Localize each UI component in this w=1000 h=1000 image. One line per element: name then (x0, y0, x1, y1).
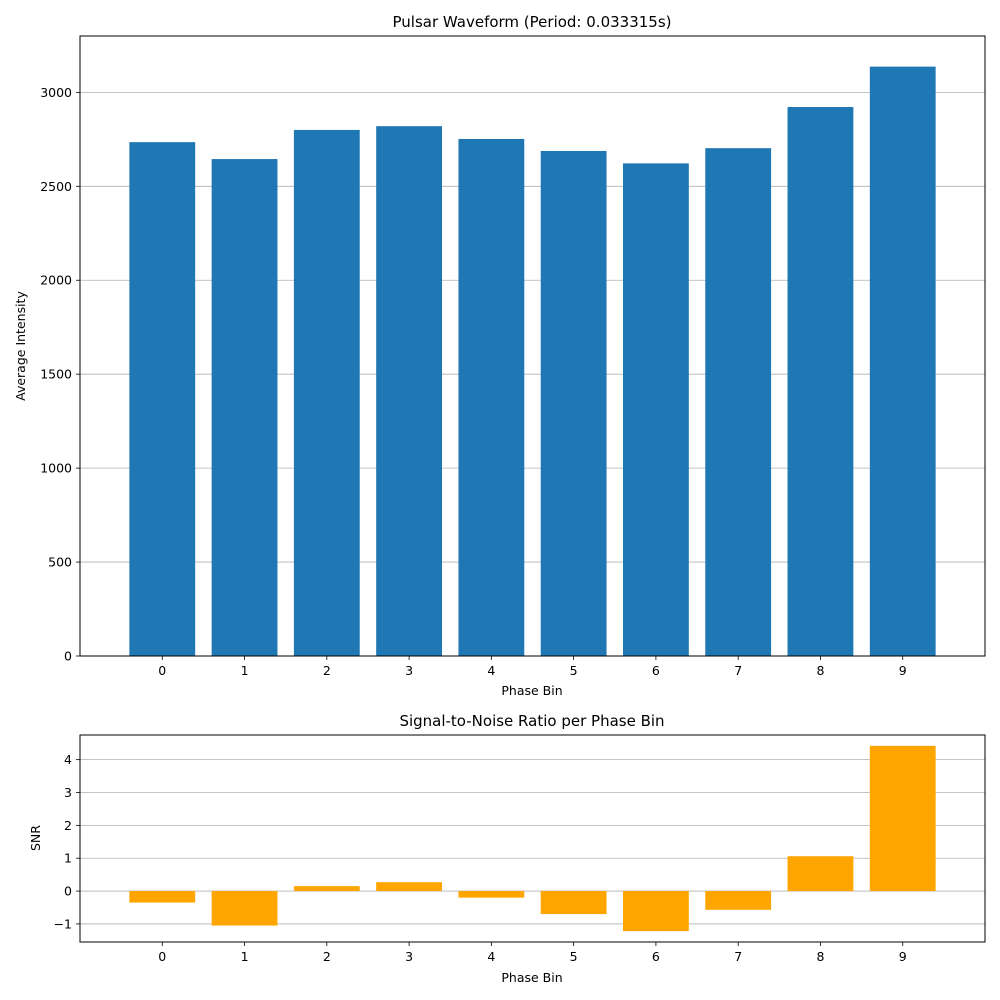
snr-y-tick-label: −1 (54, 916, 72, 931)
snr-y-ticks: −1 0 1 2 3 4 (54, 752, 80, 931)
snr-y-tick-label: 3 (64, 785, 72, 800)
snr-x-tick-label: 3 (405, 949, 413, 964)
snr-x-tick-label: 4 (487, 949, 495, 964)
snr-y-tick-label: 4 (64, 752, 72, 767)
snr-x-tick-label: 9 (899, 949, 907, 964)
intensity-y-tick-label: 1000 (40, 461, 72, 476)
intensity-x-tick-label: 5 (570, 663, 578, 678)
intensity-y-tick-label: 2000 (40, 273, 72, 288)
snr-y-axis-label: SNR (28, 825, 43, 851)
snr-x-tick-label: 2 (323, 949, 331, 964)
snr-bar (540, 891, 607, 915)
snr-x-tick-label: 0 (158, 949, 166, 964)
intensity-x-tick-label: 6 (652, 663, 660, 678)
snr-bar (623, 891, 689, 932)
snr-gridlines (80, 759, 985, 925)
snr-x-ticks: 0 1 2 3 4 5 6 7 8 9 (158, 942, 907, 964)
snr-bar (705, 891, 772, 910)
intensity-bar (869, 66, 936, 656)
snr-x-tick-label: 1 (241, 949, 249, 964)
intensity-x-tick-label: 8 (816, 663, 824, 678)
intensity-x-ticks: 0 1 2 3 4 5 6 7 8 9 (158, 656, 907, 678)
snr-y-tick-label: 2 (64, 818, 72, 833)
snr-bar (293, 886, 360, 892)
intensity-bars (129, 66, 936, 657)
intensity-bar (705, 148, 772, 656)
snr-x-tick-label: 7 (734, 949, 742, 964)
snr-x-tick-label: 8 (816, 949, 824, 964)
snr-bar (787, 856, 854, 892)
snr-x-tick-label: 6 (652, 949, 660, 964)
intensity-plot-frame (79, 35, 986, 657)
intensity-x-tick-label: 0 (158, 663, 166, 678)
snr-bar (376, 882, 442, 892)
intensity-bar (458, 138, 525, 656)
snr-x-tick-label: 5 (570, 949, 578, 964)
intensity-bar (293, 129, 360, 656)
intensity-x-tick-label: 2 (323, 663, 331, 678)
snr-bar (211, 891, 278, 926)
intensity-bar (787, 107, 854, 656)
intensity-bar (540, 150, 607, 656)
intensity-x-tick-label: 9 (899, 663, 907, 678)
intensity-x-tick-label: 7 (734, 663, 742, 678)
snr-chart-title: Signal-to-Noise Ratio per Phase Bin (399, 712, 664, 730)
intensity-x-tick-label: 3 (405, 663, 413, 678)
intensity-y-tick-label: 1500 (40, 367, 72, 382)
intensity-x-axis-label: Phase Bin (501, 683, 562, 698)
intensity-y-tick-label: 2500 (40, 179, 72, 194)
intensity-chart-title: Pulsar Waveform (Period: 0.033315s) (393, 13, 672, 31)
intensity-y-axis-label: Average Intensity (13, 291, 28, 401)
intensity-bar (211, 159, 278, 656)
snr-y-tick-label: 0 (64, 884, 72, 899)
snr-bar (869, 745, 936, 892)
intensity-y-tick-label: 500 (48, 555, 72, 570)
snr-y-tick-label: 1 (64, 851, 72, 866)
snr-chart: Signal-to-Noise Ratio per Phase Bin −1 0 1… (28, 712, 986, 985)
intensity-bar (129, 142, 196, 657)
snr-bars (129, 745, 936, 932)
snr-x-axis-label: Phase Bin (501, 970, 562, 985)
intensity-y-tick-label: 0 (64, 649, 72, 664)
intensity-x-tick-label: 1 (241, 663, 249, 678)
snr-bar (458, 891, 525, 898)
intensity-chart: Pulsar Waveform (Period: 0.033315s) 0500… (13, 13, 986, 698)
intensity-bar (376, 126, 442, 656)
intensity-x-tick-label: 4 (487, 663, 495, 678)
intensity-y-ticks: 0 500 1000 1500 2000 2500 3000 (40, 85, 80, 664)
intensity-y-tick-label: 3000 (40, 85, 72, 100)
snr-plot-frame (79, 734, 986, 943)
snr-bar (129, 891, 196, 903)
intensity-bar (623, 163, 689, 656)
